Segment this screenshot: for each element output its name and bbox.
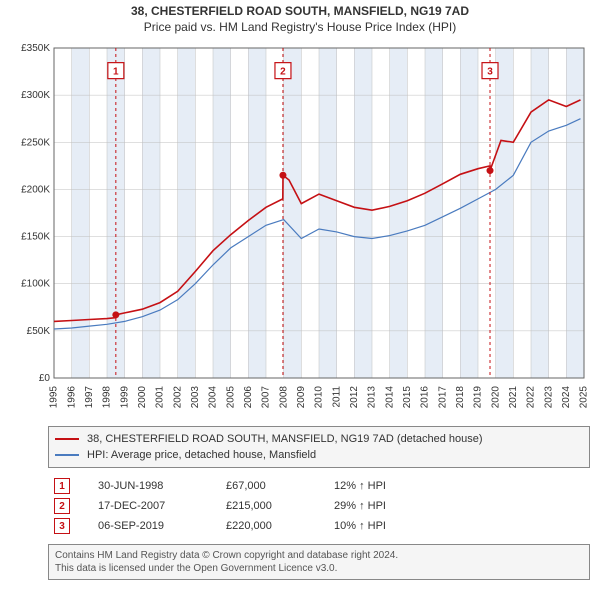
svg-text:£250K: £250K [21,137,50,148]
svg-text:1996: 1996 [66,386,77,409]
marker-label-2: 2 [280,66,286,77]
svg-text:2009: 2009 [296,386,307,409]
svg-text:2020: 2020 [490,386,501,409]
svg-text:1998: 1998 [102,386,113,409]
legend-row: HPI: Average price, detached house, Mans… [55,447,583,463]
svg-text:2012: 2012 [349,386,360,409]
svg-text:£350K: £350K [21,43,50,54]
svg-text:2025: 2025 [579,386,590,409]
svg-text:£150K: £150K [21,232,50,243]
marker-price: £220,000 [226,520,306,532]
chart-svg: £0 £50K £100K £150K £200K £250K £300K £350K 1995… [10,38,590,418]
marker-label-1: 1 [113,66,119,77]
marker-delta: 10% ↑ HPI [334,520,434,532]
marker-date: 06-SEP-2019 [98,520,198,532]
svg-text:£200K: £200K [21,184,50,195]
svg-text:2001: 2001 [155,386,166,409]
svg-text:2004: 2004 [208,386,219,409]
svg-text:1999: 1999 [119,386,130,409]
svg-text:2008: 2008 [278,386,289,409]
marker-badge: 2 [54,498,70,514]
legend-swatch [55,438,79,440]
svg-text:2013: 2013 [367,386,378,409]
marker-price: £67,000 [226,480,306,492]
chart-title-main: 38, CHESTERFIELD ROAD SOUTH, MANSFIELD, … [0,4,600,18]
svg-text:2014: 2014 [384,386,395,409]
svg-text:2024: 2024 [561,386,572,409]
svg-text:2006: 2006 [243,386,254,409]
legend-label: 38, CHESTERFIELD ROAD SOUTH, MANSFIELD, … [87,433,483,445]
chart-titles: 38, CHESTERFIELD ROAD SOUTH, MANSFIELD, … [0,0,600,34]
svg-text:2003: 2003 [190,386,201,409]
svg-text:1995: 1995 [49,386,60,409]
chart-area: £0 £50K £100K £150K £200K £250K £300K £350K 1995… [10,38,590,418]
svg-text:2022: 2022 [526,386,537,409]
svg-text:2015: 2015 [402,386,413,409]
marker-delta: 29% ↑ HPI [334,500,434,512]
marker-row: 3 06-SEP-2019 £220,000 10% ↑ HPI [54,516,584,536]
marker-row: 2 17-DEC-2007 £215,000 29% ↑ HPI [54,496,584,516]
marker-date: 17-DEC-2007 [98,500,198,512]
svg-text:2010: 2010 [314,386,325,409]
legend-row: 38, CHESTERFIELD ROAD SOUTH, MANSFIELD, … [55,431,583,447]
svg-text:2019: 2019 [473,386,484,409]
chart-title-sub: Price paid vs. HM Land Registry's House … [0,18,600,34]
marker-table: 1 30-JUN-1998 £67,000 12% ↑ HPI 2 17-DEC-2007… [48,474,590,538]
legend-swatch [55,454,79,456]
footer-line-1: Contains HM Land Registry data © Crown c… [55,549,583,562]
svg-text:2002: 2002 [172,386,183,409]
svg-text:2011: 2011 [331,386,342,408]
svg-text:2017: 2017 [437,386,448,409]
footer-attribution: Contains HM Land Registry data © Crown c… [48,544,590,580]
marker-dot-2 [279,172,286,179]
svg-text:2023: 2023 [543,386,554,409]
legend-label: HPI: Average price, detached house, Mans… [87,449,316,461]
svg-text:2021: 2021 [508,386,519,409]
marker-badge: 3 [54,518,70,534]
svg-text:1997: 1997 [84,386,95,409]
marker-date: 30-JUN-1998 [98,480,198,492]
legend: 38, CHESTERFIELD ROAD SOUTH, MANSFIELD, … [48,426,590,468]
svg-text:2005: 2005 [225,386,236,409]
marker-dot-3 [487,167,494,174]
svg-text:£300K: £300K [21,90,50,101]
marker-label-3: 3 [487,66,493,77]
svg-text:£50K: £50K [27,326,51,337]
svg-text:2018: 2018 [455,386,466,409]
svg-text:2007: 2007 [261,386,272,409]
marker-dot-1 [112,311,119,318]
marker-row: 1 30-JUN-1998 £67,000 12% ↑ HPI [54,476,584,496]
svg-text:£0: £0 [39,373,51,384]
marker-price: £215,000 [226,500,306,512]
svg-text:2000: 2000 [137,386,148,409]
marker-badge: 1 [54,478,70,494]
svg-text:2016: 2016 [420,386,431,409]
svg-text:£100K: £100K [21,279,50,290]
footer-line-2: This data is licensed under the Open Gov… [55,562,583,575]
marker-delta: 12% ↑ HPI [334,480,434,492]
